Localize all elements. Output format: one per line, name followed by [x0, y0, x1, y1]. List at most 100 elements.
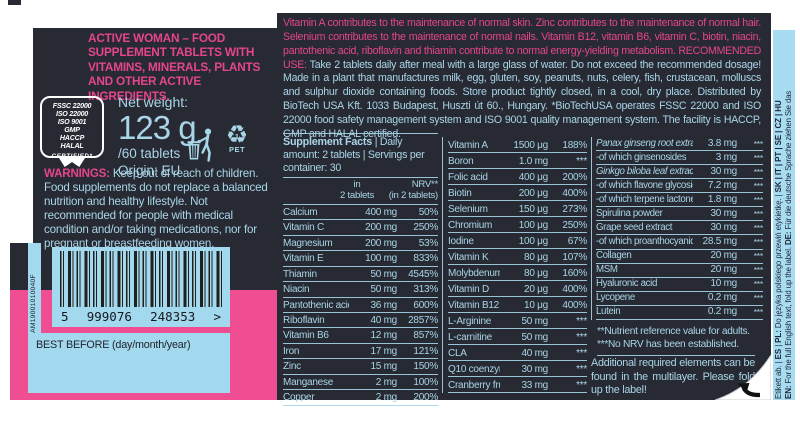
- nutrient-name: Grape seed extract: [596, 221, 673, 233]
- nutrient-amount: 80 μg: [524, 251, 548, 263]
- left-panel: ACTIVE WOMAN – FOOD SUPPLEMENT TABLETS W…: [33, 28, 277, 290]
- supplement-facts-header: Supplement Facts | Daily amount: 2 table…: [283, 133, 438, 179]
- nutrient-amount: 100 μg: [518, 235, 549, 247]
- nutrient-amount: 50 mg: [370, 268, 397, 280]
- nutrient-name: Lycopene: [596, 292, 635, 304]
- best-before-box: BEST BEFORE (day/month/year): [28, 333, 230, 393]
- nutrient-amount: 40 mg: [370, 314, 397, 326]
- nutrient-nrv: 50%: [418, 206, 439, 218]
- nutrient-row: Zinc 15 mg 150%: [283, 359, 438, 375]
- nutrient-nrv: 200%: [562, 171, 587, 183]
- main-panel: Vitamin A contributes to the maintenance…: [277, 13, 772, 406]
- nutrient-nrv: ***: [753, 166, 764, 177]
- nutrient-nrv: 4545%: [408, 268, 438, 280]
- nutrient-nrv: 100%: [413, 376, 438, 388]
- nutrient-nrv: ***: [753, 208, 764, 219]
- nutrient-name: Calcium: [283, 206, 318, 218]
- nutrient-row: L-carnitine 50 mg ***: [448, 329, 587, 345]
- badge-line: ISO 22000: [55, 110, 89, 119]
- nutrient-amount: 30 mg: [521, 363, 548, 375]
- nutrient-nrv: 250%: [562, 219, 587, 231]
- nutrient-nrv: 67%: [567, 235, 588, 247]
- nutrient-row: Hyaluronic acid 10 mg ***: [596, 278, 763, 292]
- nutrient-name: Boron: [448, 155, 474, 167]
- certification-badge: FSSC 22000 ISO 22000 ISO 9001 GMP HACCP …: [40, 96, 104, 160]
- nutrient-name: Vitamin K: [448, 251, 489, 263]
- claims-paragraph: Vitamin A contributes to the maintenance…: [283, 17, 761, 142]
- footnote-2: ***No NRV has been established.: [597, 339, 739, 351]
- nutrient-row: Selenium 150 μg 273%: [448, 201, 587, 217]
- nutrient-nrv: 857%: [413, 330, 438, 342]
- language-strip: EN: For the full English text, fold up t…: [773, 30, 795, 400]
- product-title: ACTIVE WOMAN – FOOD SUPPLEMENT TABLETS W…: [88, 31, 261, 103]
- nutrient-name: Vitamin D: [448, 283, 489, 295]
- nutrient-row: Spirulina powder 30 mg ***: [596, 207, 764, 222]
- badge-line: HACCP: [59, 134, 85, 143]
- batch-code: RAM19001010040F: [30, 274, 37, 338]
- nutrient-name: -of which terpene lactones: [596, 193, 693, 205]
- nutrient-name: -of which flavone glycosides: [596, 179, 693, 191]
- supplement-facts-col1: Supplement Facts | Daily amount: 2 table…: [283, 133, 438, 406]
- nutrient-row: Ginkgo biloba leaf extract 30 mg ***: [596, 165, 764, 180]
- nutrient-nrv: ***: [576, 155, 587, 167]
- nutrient-name: Panax ginseng root extract: [596, 137, 693, 149]
- nutrient-nrv: ***: [753, 152, 764, 163]
- nutrient-amount: 50 mg: [521, 315, 548, 327]
- nutrient-name: Ginkgo biloba leaf extract: [596, 165, 693, 177]
- nutrient-amount: 30 mg: [710, 165, 737, 177]
- nutrient-name: Magnesium: [283, 237, 333, 249]
- nutrient-nrv: 188%: [562, 139, 587, 151]
- nutrient-row: MSM 20 mg ***: [596, 264, 763, 278]
- badge-ribbon: [59, 158, 85, 167]
- warnings-label: WARNINGS:: [44, 167, 110, 180]
- supplement-facts-col3: Panax ginseng root extract 3.8 mg *** -o…: [591, 137, 763, 320]
- nutrient-amount: 2 mg: [375, 376, 397, 388]
- nutrient-nrv: ***: [753, 279, 764, 290]
- nutrient-name: Collagen: [596, 250, 632, 262]
- multilayer-note: Additional required elements can be foun…: [591, 357, 755, 397]
- supplement-facts-header-rest: | Daily amount: 2 tablets | Servings per…: [283, 136, 425, 174]
- nutrient-nrv: 107%: [562, 251, 587, 263]
- nutrient-row: L-Arginine 50 mg ***: [448, 313, 587, 329]
- nutrient-row: Biotin 200 μg 400%: [448, 185, 587, 201]
- lang-pl-label: PL:: [774, 330, 783, 343]
- nutrient-row: Cranberry fruit extract 33 mg ***: [448, 377, 587, 393]
- nutrient-row: Q10 coenzyme 30 mg ***: [448, 361, 587, 377]
- nutrient-row: Vitamin C 200 mg 250%: [283, 220, 438, 236]
- nutrient-name: Folic acid: [448, 171, 488, 183]
- nutrient-amount: 17 mg: [370, 345, 397, 357]
- lang-en-label: EN:: [784, 385, 793, 399]
- nutrient-nrv: ***: [576, 331, 587, 343]
- nutrient-row: Niacin 50 mg 313%: [283, 282, 438, 298]
- origin: Origin: EU: [118, 163, 181, 178]
- nutrient-nrv: 833%: [413, 253, 438, 265]
- nutrient-row: Vitamin D 20 μg 400%: [448, 281, 587, 297]
- nutrient-amount: 50 mg: [370, 284, 397, 296]
- nutrient-row: Riboflavin 40 mg 2857%: [283, 313, 438, 329]
- barcode: 5 999076 248353 >: [52, 247, 230, 327]
- left-panel-extension: [10, 243, 33, 290]
- nutrient-name: Chromium: [448, 219, 493, 231]
- nutrient-name: L-carnitine: [448, 331, 492, 343]
- nutrient-name: Zinc: [283, 361, 301, 373]
- nutrient-name: Q10 coenzyme: [448, 363, 500, 375]
- nutrient-amount: 3 mg: [715, 151, 737, 163]
- nutrient-name: Iron: [283, 345, 300, 357]
- nutrient-nrv: ***: [753, 222, 764, 233]
- nutrient-row: Molybdenum 80 μg 160%: [448, 265, 587, 281]
- nutrient-amount: 1500 μg: [513, 139, 548, 151]
- nutrient-name: Niacin: [283, 284, 310, 296]
- nutrient-nrv: ***: [753, 237, 764, 247]
- nutrient-amount: 20 mg: [710, 264, 737, 276]
- nutrient-name: -of which proanthocyanidins: [596, 236, 693, 247]
- warnings: WARNINGS: Keep out of reach of children.…: [44, 167, 276, 252]
- lang-line-2: Etikett ab. | ES | PL: Do języka polskie…: [774, 100, 783, 399]
- nutrient-amount: 400 μg: [518, 171, 549, 183]
- nutrient-nrv: ***: [753, 251, 764, 262]
- nutrient-row: Iodine 100 μg 67%: [448, 233, 587, 249]
- nutrient-row: CLA 40 mg ***: [448, 345, 587, 361]
- nutrient-name: Manganese: [283, 376, 334, 388]
- barcode-digits: 5 999076 248353 >: [60, 307, 222, 324]
- nutrient-name: -of which ginsenosides: [596, 151, 687, 163]
- barcode-digit-group: 5: [61, 309, 69, 324]
